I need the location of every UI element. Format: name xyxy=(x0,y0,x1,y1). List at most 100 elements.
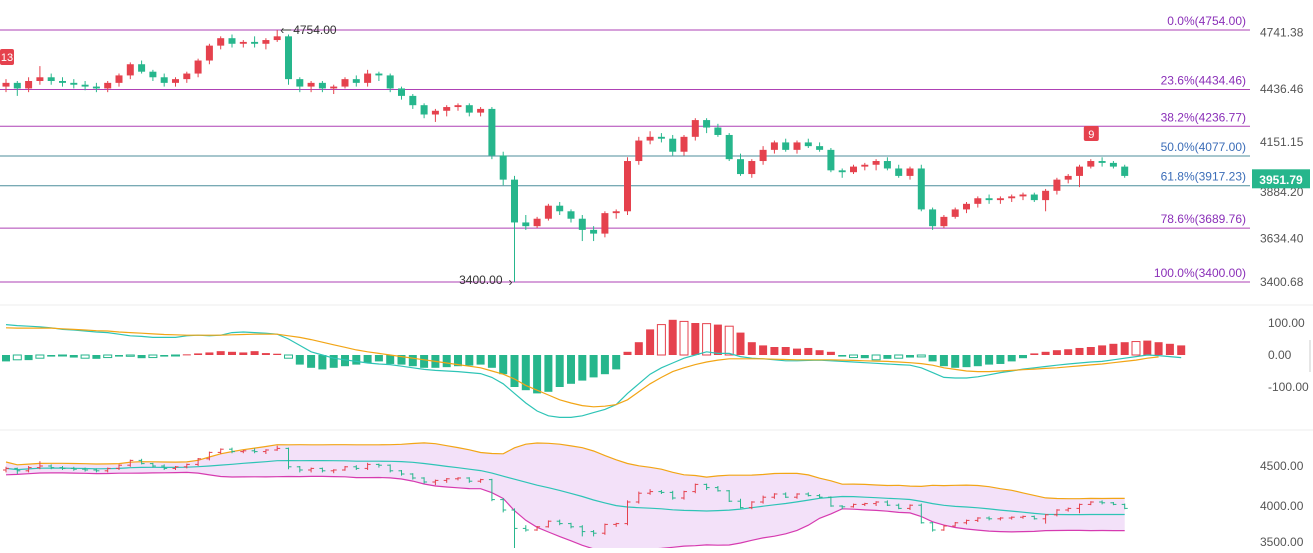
macd-bar xyxy=(1075,347,1084,355)
macd-bar xyxy=(69,355,78,358)
price-tick-label: 4741.38 xyxy=(1260,25,1304,39)
candle-body xyxy=(375,73,383,76)
candle-body xyxy=(624,161,631,212)
candle-body xyxy=(601,213,609,234)
candle-body xyxy=(1109,162,1117,167)
candle-body xyxy=(36,77,44,81)
macd-bar xyxy=(386,355,395,364)
fib-label: 100.0%(3400.00) xyxy=(1154,266,1246,280)
candle-body xyxy=(1076,166,1083,176)
candle-body xyxy=(59,80,66,83)
macd-bar xyxy=(397,355,406,365)
macd-bar xyxy=(307,355,316,368)
macd-bar xyxy=(273,353,282,355)
macd-bar xyxy=(1131,341,1141,356)
macd-bar xyxy=(916,354,926,358)
macd-bar xyxy=(92,355,101,359)
current-price-bg xyxy=(1252,169,1310,189)
macd-bar xyxy=(115,355,123,357)
bollinger-band-fill xyxy=(6,442,1125,552)
candle-body xyxy=(725,134,733,160)
macd-bar xyxy=(1143,340,1152,355)
macd-bar xyxy=(600,355,609,375)
macd-bar xyxy=(578,355,587,381)
macd-bar xyxy=(250,351,259,355)
low-marker-label: 3400.00 xyxy=(459,273,503,287)
candle-body xyxy=(737,159,744,175)
candle-body xyxy=(544,205,552,219)
candle-body xyxy=(985,198,993,201)
candle-body xyxy=(13,82,21,89)
candle-body xyxy=(906,168,914,176)
candle-body xyxy=(578,218,586,230)
candle-body xyxy=(352,79,360,83)
macd-bar xyxy=(374,355,383,362)
macd-bar xyxy=(838,355,847,357)
macd-tick-label: 100.00 xyxy=(1268,316,1305,330)
macd-dea-line xyxy=(5,327,1159,408)
macd-bar xyxy=(341,355,349,367)
macd-bar xyxy=(171,354,180,357)
bollinger-lower-line xyxy=(5,471,1125,552)
badge-bg xyxy=(1083,126,1099,141)
candle-body xyxy=(827,149,835,171)
candle-body xyxy=(81,84,89,87)
candle-body xyxy=(963,203,970,210)
fib-label: 61.8%(3917.23) xyxy=(1161,170,1246,184)
macd-bar xyxy=(781,347,790,355)
bollinger-tick-label: 3500.00 xyxy=(1260,535,1304,548)
candle-body xyxy=(341,79,349,87)
candle-body xyxy=(759,149,767,162)
candle-body xyxy=(251,41,259,44)
count-badge: 13 xyxy=(0,49,14,65)
macd-bar xyxy=(747,342,756,355)
candle-body xyxy=(895,168,903,176)
macd-bar xyxy=(1109,343,1118,355)
candle-body xyxy=(115,75,123,83)
macd-bar xyxy=(1007,355,1016,362)
macd-bar xyxy=(521,355,530,391)
macd-bar xyxy=(906,355,914,358)
candle-body xyxy=(646,136,654,141)
macd-bar xyxy=(871,354,881,361)
macd-bar xyxy=(408,355,417,367)
macd-bar xyxy=(883,355,892,359)
macd-bar xyxy=(295,355,304,365)
macd-bar xyxy=(103,354,113,359)
fib-label: 38.2%(4236.77) xyxy=(1161,110,1246,124)
macd-bar xyxy=(35,354,45,359)
macd-bar xyxy=(656,324,666,356)
macd-bar xyxy=(679,320,689,356)
candle-body xyxy=(872,161,880,165)
candle-body xyxy=(465,105,473,113)
candle-body xyxy=(262,40,270,44)
candle-body xyxy=(1042,190,1050,201)
candle-body xyxy=(974,198,982,204)
macd-bar xyxy=(770,347,779,355)
macd-bar xyxy=(555,355,564,387)
candle-body xyxy=(657,136,665,139)
fib-label: 50.0%(4077.00) xyxy=(1161,140,1246,154)
candle-body xyxy=(296,79,304,87)
candle-body xyxy=(1098,161,1106,163)
macd-bar xyxy=(691,323,700,355)
price-tick-label: 3634.40 xyxy=(1260,231,1304,245)
macd-bar xyxy=(499,355,508,375)
macd-bar xyxy=(939,355,948,367)
macd-bar xyxy=(668,319,677,355)
macd-bar xyxy=(1086,347,1095,355)
candle-body xyxy=(770,142,778,150)
candle-body xyxy=(239,41,247,44)
candle-body xyxy=(1008,196,1016,199)
candle-body xyxy=(47,77,55,81)
candle-body xyxy=(1087,161,1095,167)
candle-body xyxy=(793,142,801,150)
macd-bar xyxy=(1019,355,1027,359)
macd-bar xyxy=(1165,343,1174,355)
candle-body xyxy=(228,38,236,44)
candle-body xyxy=(748,161,756,175)
candle-body xyxy=(669,138,677,152)
macd-bar xyxy=(1052,350,1061,355)
macd-bar xyxy=(510,355,519,387)
candle-body xyxy=(149,71,157,78)
